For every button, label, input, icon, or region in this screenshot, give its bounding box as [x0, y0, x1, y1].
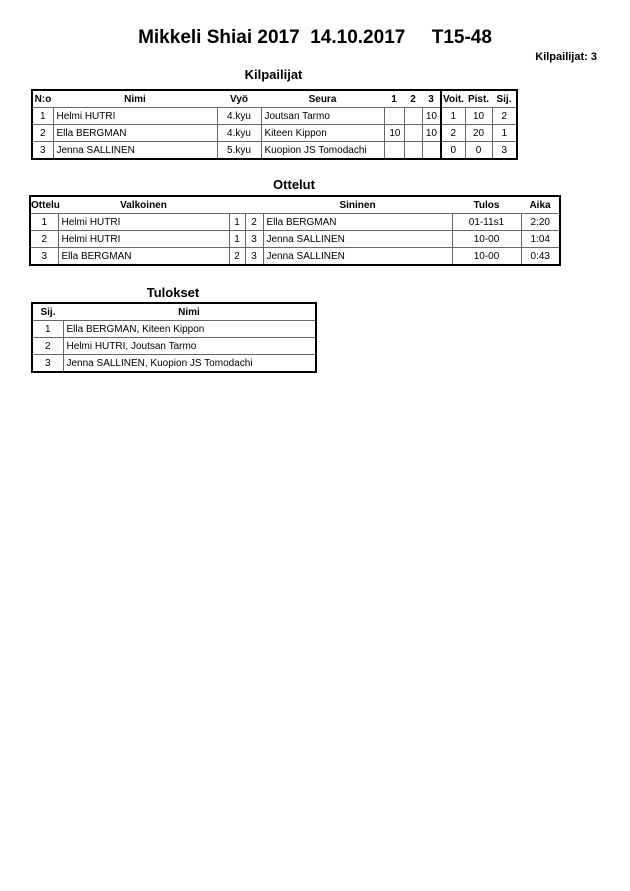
- table-cell: Helmi HUTRI, Joutsan Tarmo: [62, 337, 317, 355]
- column-header: Voit.: [443, 93, 464, 105]
- table-cell: 3: [31, 141, 54, 160]
- table-cell: 1: [228, 230, 246, 248]
- column-header: Aika: [529, 199, 551, 211]
- table-cell: 2: [244, 213, 264, 231]
- table-cell: 4.kyu: [216, 124, 262, 142]
- page-title: Mikkeli Shiai 2017 14.10.2017 T15-48: [138, 27, 492, 48]
- table-cell: Jenna SALLINEN: [262, 230, 453, 248]
- matches-table: Ottelu Valkoinen Sininen Tulos Aika 1 Helmi HU…: [29, 195, 561, 266]
- table-cell: 5.kyu: [216, 141, 262, 160]
- table-cell: Ella BERGMAN, Kiteen Kippon: [62, 320, 317, 338]
- table-cell: 4.kyu: [216, 107, 262, 125]
- column-header: Tulos: [473, 199, 500, 211]
- table-cell: 1: [29, 213, 59, 231]
- matches-title: Ottelut: [273, 177, 315, 192]
- table-cell: 01-11s1: [451, 213, 522, 231]
- table-cell: [403, 107, 423, 125]
- table-cell: 10-00: [451, 230, 522, 248]
- table-cell: 2: [491, 107, 518, 125]
- table-row: 2 Ella BERGMAN 4.kyu Kiteen Kippon 10 10 2 20 1: [31, 124, 518, 142]
- table-cell: 2: [440, 124, 466, 142]
- header-row: Sij. Nimi: [32, 303, 316, 321]
- table-row: 3 Ella BERGMAN 2 3 Jenna SALLINEN 10-00 0:43: [29, 247, 561, 266]
- header-row: Ottelu Valkoinen Sininen Tulos Aika: [30, 196, 560, 214]
- table-cell: 1: [31, 107, 54, 125]
- column-header: Sij.: [40, 306, 56, 318]
- competitors-title: Kilpailijat: [244, 67, 303, 82]
- table-row: 1 Helmi HUTRI 4.kyu Joutsan Tarmo 10 1 10 2: [31, 107, 518, 125]
- table-cell: 3: [491, 141, 518, 160]
- table-cell: 1: [491, 124, 518, 142]
- table-cell: 0:43: [520, 247, 561, 266]
- table-cell: [403, 124, 423, 142]
- column-header: 1: [391, 93, 397, 105]
- table-row: 2 Helmi HUTRI, Joutsan Tarmo: [31, 337, 317, 355]
- competitors-table: N:o Nimi Vyö Seura 1 2 3 Voit. Pist. Sij. 1 Helmi H…: [31, 89, 518, 160]
- column-header: Ottelu: [31, 199, 60, 211]
- table-cell: Jenna SALLINEN: [52, 141, 218, 160]
- results-table: Sij. Nimi 1 Ella BERGMAN, Kiteen Kippon 2 Hel…: [31, 302, 317, 373]
- column-header: Valkoinen: [120, 199, 167, 211]
- table-row: 3 Jenna SALLINEN, Kuopion JS Tomodachi: [31, 354, 317, 373]
- table-row: 1 Ella BERGMAN, Kiteen Kippon: [31, 320, 317, 338]
- table-cell: 10: [421, 107, 442, 125]
- table-cell: [421, 141, 442, 160]
- column-header: Vyö: [230, 93, 248, 105]
- table-cell: 10: [464, 107, 493, 125]
- table-row: 3 Jenna SALLINEN 5.kyu Kuopion JS Tomodachi…: [31, 141, 518, 160]
- table-cell: Jenna SALLINEN: [262, 247, 453, 266]
- table-cell: Helmi HUTRI: [57, 230, 230, 248]
- table-cell: Jenna SALLINEN, Kuopion JS Tomodachi: [62, 354, 317, 373]
- table-row: 1 Helmi HUTRI 1 2 Ella BERGMAN 01-11s1 2:20: [29, 213, 561, 231]
- table-cell: 1: [31, 320, 64, 338]
- table-cell: 1:04: [520, 230, 561, 248]
- column-header: N:o: [34, 93, 52, 105]
- table-cell: Kuopion JS Tomodachi: [260, 141, 385, 160]
- table-cell: [383, 141, 405, 160]
- table-cell: 2: [228, 247, 246, 266]
- table-cell: 3: [31, 354, 64, 373]
- table-cell: 10: [421, 124, 442, 142]
- table-cell: 10: [383, 124, 405, 142]
- table-cell: [403, 141, 423, 160]
- column-header: Pist.: [467, 93, 490, 105]
- column-header: Seura: [308, 93, 337, 105]
- table-cell: 2:20: [520, 213, 561, 231]
- competitor-count: Kilpailijat: 3: [535, 51, 597, 63]
- column-header: Sininen: [339, 199, 376, 211]
- column-header: [229, 196, 245, 214]
- table-cell: 3: [29, 247, 59, 266]
- table-cell: 2: [31, 337, 64, 355]
- table-cell: Ella BERGMAN: [57, 247, 230, 266]
- table-cell: 1: [228, 213, 246, 231]
- table-cell: Helmi HUTRI: [57, 213, 230, 231]
- table-cell: 1: [440, 107, 466, 125]
- table-cell: 0: [464, 141, 493, 160]
- table-cell: 2: [29, 230, 59, 248]
- table-cell: 0: [440, 141, 466, 160]
- column-header: 3: [422, 90, 442, 108]
- header-row: N:o Nimi Vyö Seura 1 2 3 Voit. Pist. Sij.: [32, 90, 517, 108]
- column-header: Nimi: [124, 93, 146, 105]
- table-cell: 2: [31, 124, 54, 142]
- table-cell: Ella BERGMAN: [262, 213, 453, 231]
- table-cell: Ella BERGMAN: [52, 124, 218, 142]
- table-cell: Joutsan Tarmo: [260, 107, 385, 125]
- table-cell: 3: [244, 230, 264, 248]
- table-cell: 3: [244, 247, 264, 266]
- results-title: Tulokset: [146, 285, 200, 300]
- column-header: Nimi: [178, 306, 200, 318]
- table-cell: [383, 107, 405, 125]
- column-header: Sij.: [496, 93, 512, 105]
- table-cell: 10-00: [451, 247, 522, 266]
- table-row: 2 Helmi HUTRI 1 3 Jenna SALLINEN 10-00 1:04: [29, 230, 561, 248]
- column-header: 2: [410, 93, 416, 105]
- table-cell: Helmi HUTRI: [52, 107, 218, 125]
- table-cell: Kiteen Kippon: [260, 124, 385, 142]
- column-header: [245, 196, 263, 214]
- table-cell: 20: [464, 124, 493, 142]
